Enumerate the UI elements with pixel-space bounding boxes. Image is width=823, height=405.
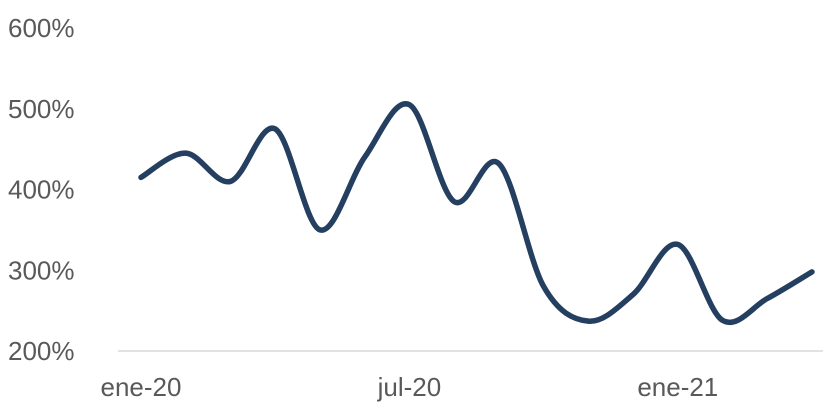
y-axis: 200% 300% 400% 500% 600% [8, 13, 75, 366]
x-tick-label: ene-20 [101, 372, 182, 402]
data-point [542, 284, 546, 288]
series-line [138, 101, 815, 326]
y-tick-label: 300% [8, 255, 75, 285]
data-point [721, 318, 725, 322]
data-point [139, 175, 143, 179]
x-tick-label: ene-21 [637, 372, 718, 402]
data-point [631, 292, 635, 296]
y-tick-label: 200% [8, 336, 75, 366]
data-point [318, 228, 322, 232]
y-tick-label: 500% [8, 94, 75, 124]
data-point [407, 103, 411, 107]
x-axis: ene-20 jul-20 ene-21 [101, 372, 719, 402]
data-point [452, 200, 456, 204]
data-point [497, 162, 501, 166]
data-point [765, 297, 769, 301]
y-tick-label: 600% [8, 13, 75, 43]
data-point [586, 319, 590, 323]
data-point [273, 127, 277, 131]
data-point [228, 179, 232, 183]
data-points [139, 103, 814, 323]
x-tick-label: jul-20 [377, 372, 442, 402]
data-point [363, 155, 367, 159]
data-point [810, 270, 814, 274]
data-point [676, 242, 680, 246]
y-tick-label: 400% [8, 175, 75, 205]
data-point [184, 151, 188, 155]
